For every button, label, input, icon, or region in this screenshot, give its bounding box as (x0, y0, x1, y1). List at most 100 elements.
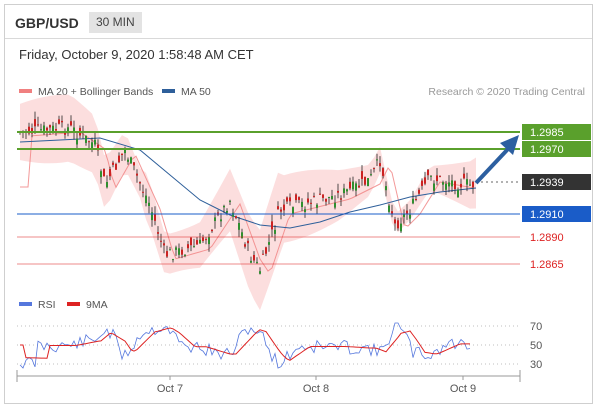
bollinger-band (20, 94, 476, 311)
candle-body (412, 198, 414, 204)
candle-body (148, 202, 150, 206)
legend-rsi-label: RSI (38, 299, 56, 311)
candle-body (271, 221, 273, 230)
candle-body (436, 175, 438, 182)
candle-body (382, 168, 384, 176)
candle-body (301, 201, 303, 207)
legend-9ma-label: 9MA (86, 299, 108, 311)
candle-body (85, 135, 87, 143)
candle-body (454, 181, 456, 190)
support-price-label: 1.2865 (530, 259, 564, 271)
candle-body (196, 240, 198, 245)
candle-body (280, 209, 282, 212)
candle-body (295, 194, 297, 201)
candle-body (241, 232, 243, 239)
candle-body (61, 120, 63, 123)
candle-body (205, 239, 207, 241)
candle-body (466, 179, 468, 185)
rsi-9ma-line (20, 327, 470, 361)
candle-body (445, 183, 447, 190)
candle-body (286, 197, 288, 202)
candle-body (238, 223, 240, 230)
candle-body (328, 197, 330, 198)
candle-body (322, 194, 324, 198)
candle-body (55, 129, 57, 131)
pivot-price-label: 1.2910 (530, 209, 564, 221)
ma20-swatch (19, 89, 32, 94)
candle-body (418, 189, 420, 194)
candle-body (142, 191, 144, 193)
candle-body (76, 138, 78, 145)
candle-body (208, 236, 210, 245)
rsi-level-label: 30 (530, 359, 542, 371)
candle-body (409, 214, 411, 219)
candle-body (70, 121, 72, 126)
candle-body (343, 188, 345, 194)
candle-body (49, 125, 51, 128)
candle-body (310, 202, 312, 204)
candle-body (34, 119, 36, 127)
candle-body (391, 211, 393, 215)
candle-body (157, 232, 159, 234)
chart-header: GBP/USD 30 MIN (5, 5, 592, 39)
candle-body (457, 189, 459, 198)
candle-body (319, 193, 321, 195)
candle-body (307, 198, 309, 203)
candle-body (316, 204, 318, 208)
candle-body (127, 159, 129, 162)
candle-body (472, 181, 474, 188)
last-price-label: 1.2939 (530, 177, 564, 189)
candle-body (277, 206, 279, 210)
candle-body (406, 210, 408, 214)
candle-body (259, 271, 261, 274)
candle-body (43, 125, 45, 134)
candle-body (121, 153, 123, 155)
ma50-line (19, 137, 477, 229)
candle-body (67, 127, 69, 133)
candle-body (364, 176, 366, 185)
candle-body (388, 205, 390, 212)
candle-body (397, 220, 399, 229)
candle-body (202, 237, 204, 241)
candle-body (31, 128, 33, 134)
candle-body (199, 239, 201, 244)
candle-body (109, 169, 111, 177)
candle-body (214, 217, 216, 221)
candle-body (340, 198, 342, 200)
candle-body (427, 169, 429, 176)
candle-body (166, 251, 168, 257)
legend-9ma: 9MA (67, 299, 108, 311)
chart-datetime: Friday, October 9, 2020 1:58:48 AM CET (19, 47, 254, 62)
candle-body (190, 237, 192, 246)
candle-body (256, 261, 258, 263)
timeframe-badge[interactable]: 30 MIN (89, 12, 142, 33)
candle-body (469, 184, 471, 186)
candle-body (355, 183, 357, 191)
legend-ma50-label: MA 50 (181, 86, 211, 98)
target-label-bg (522, 141, 591, 157)
candle-body (331, 196, 333, 200)
symbol-label: GBP/USD (15, 15, 79, 31)
candle-body (373, 168, 375, 170)
candle-body (115, 164, 117, 170)
candle-body (169, 249, 171, 251)
candle-body (103, 169, 105, 177)
candle-body (274, 229, 276, 234)
candle-body (367, 178, 369, 187)
candle-body (376, 159, 378, 161)
candle-body (130, 157, 132, 164)
candle-body (37, 124, 39, 126)
candle-body (178, 248, 180, 255)
candle-body (262, 253, 264, 255)
candle-body (226, 211, 228, 213)
candle-body (175, 247, 177, 250)
rsi-swatch (19, 302, 32, 307)
candle-body (64, 132, 66, 135)
candle-body (349, 181, 351, 189)
forecast-arrow-shaft (474, 147, 510, 185)
candle-body (232, 212, 234, 217)
candle-body (244, 244, 246, 247)
candle-body (403, 213, 405, 218)
candle-body (46, 127, 48, 131)
